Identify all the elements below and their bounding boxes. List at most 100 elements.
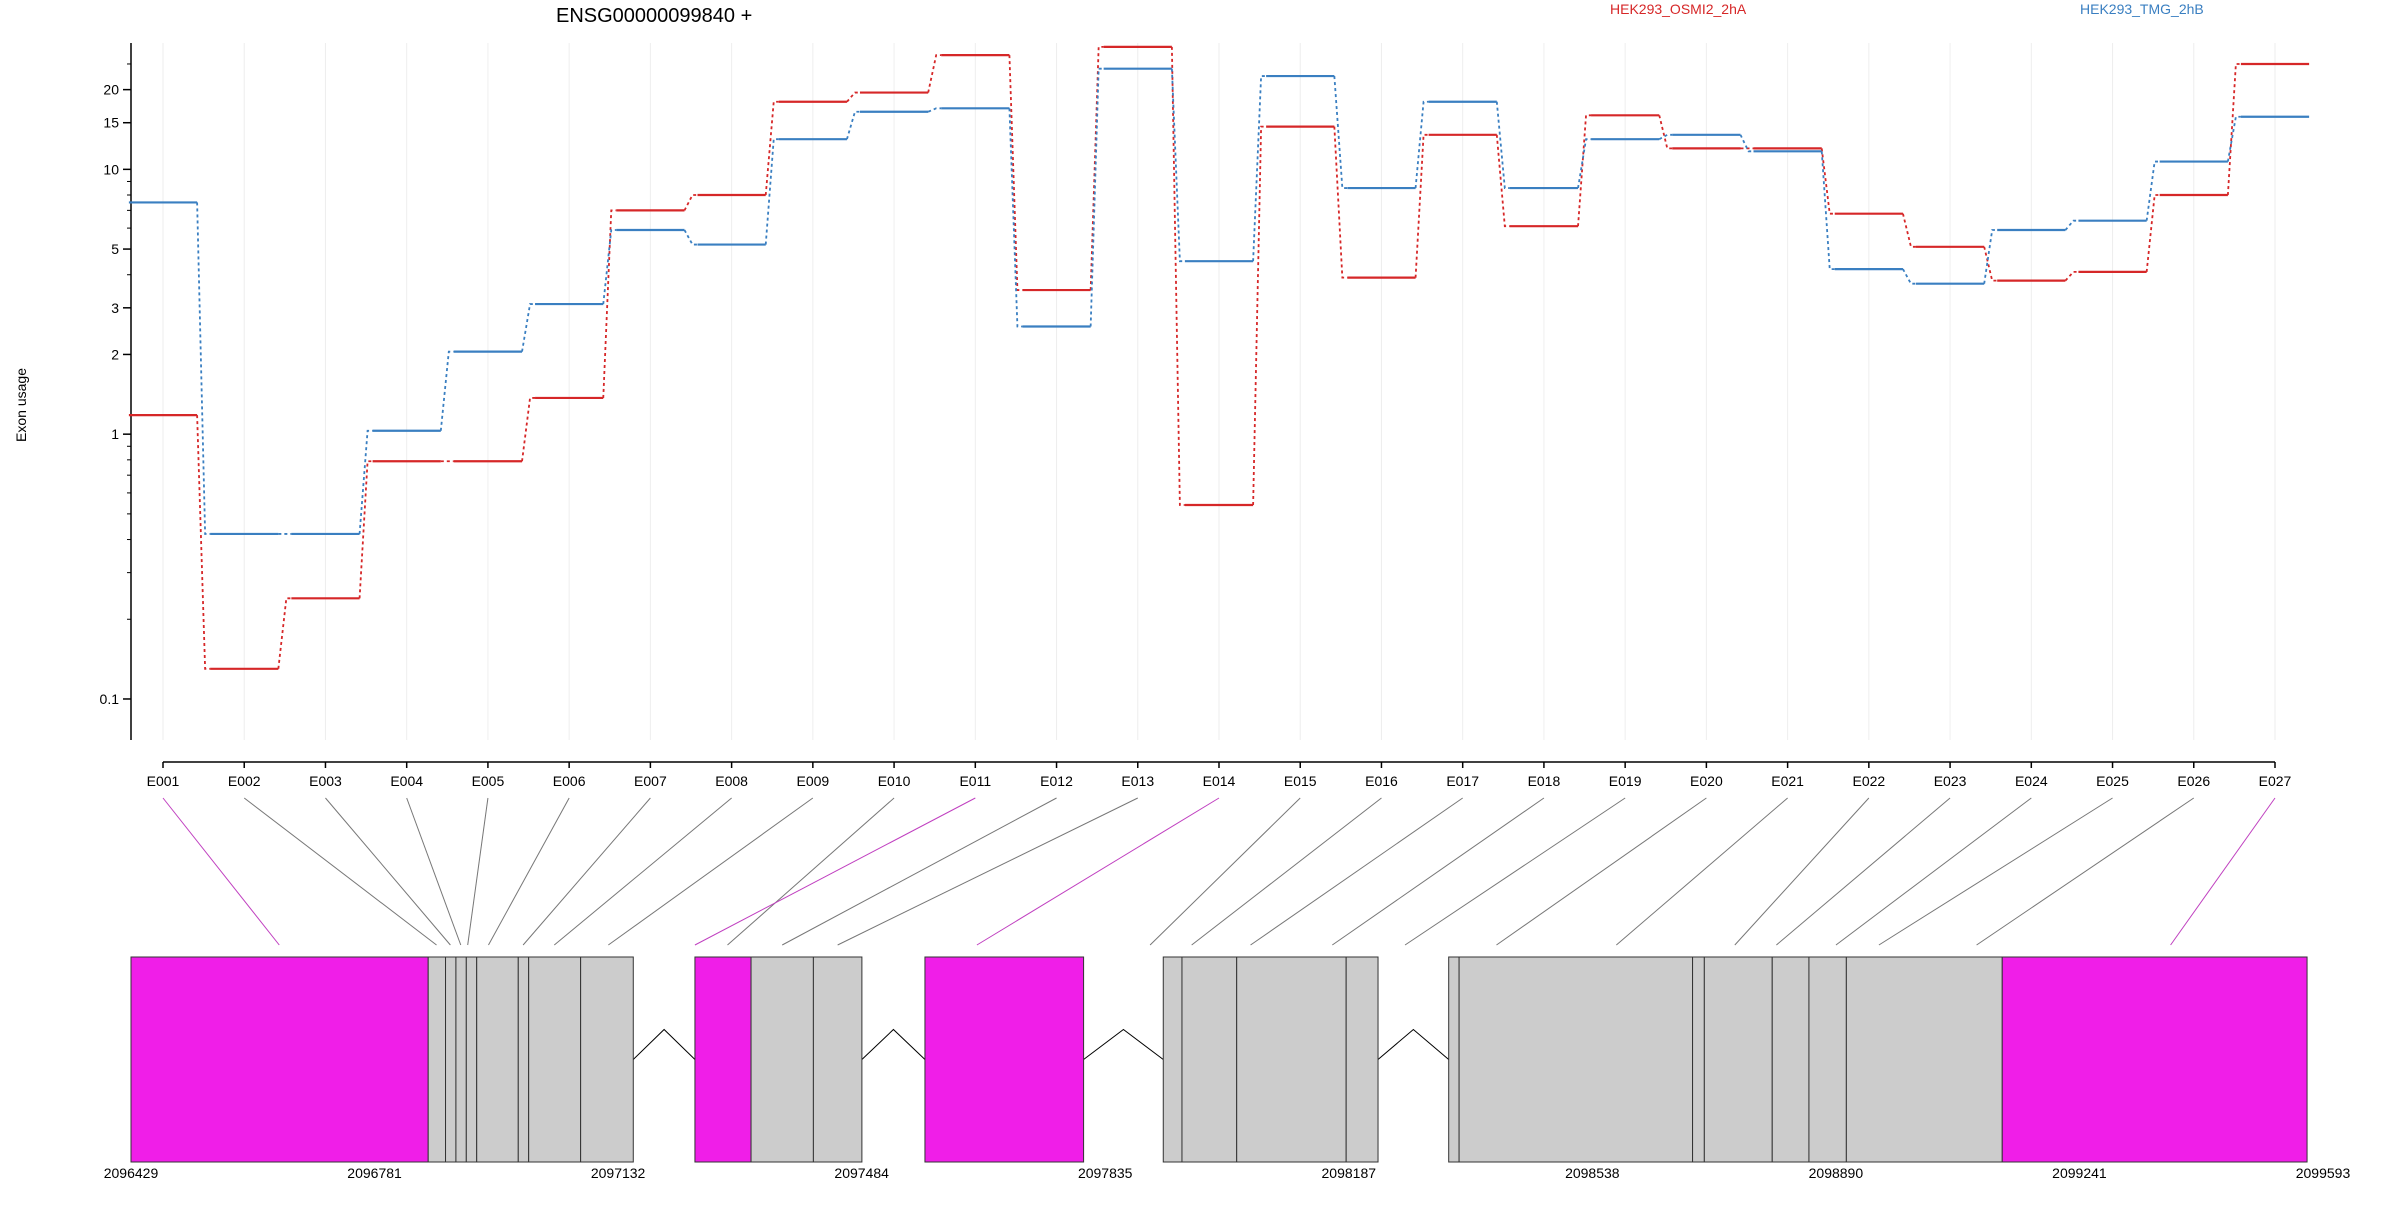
genomic-coordinate-label: 2097835 <box>1078 1165 1133 1181</box>
connector-e007 <box>522 797 651 946</box>
exon-transition <box>846 91 860 103</box>
exon-transition <box>1495 101 1510 189</box>
exon-box-e007 <box>517 956 530 1163</box>
exon-transition <box>1252 75 1267 262</box>
x-tick-label-e007: E007 <box>634 773 667 789</box>
exon-transition <box>521 397 536 462</box>
connector-e005 <box>467 797 489 946</box>
exon-box-e019 <box>1458 956 1694 1163</box>
connector-e012 <box>781 797 1057 946</box>
exon-transition <box>1414 100 1429 189</box>
exon-transition <box>602 209 617 398</box>
chart-title: ENSG00000099840 + <box>556 5 752 27</box>
exon-box-e017 <box>1345 956 1379 1163</box>
y-axis-label: Exon usage <box>13 368 29 442</box>
exon-transition <box>927 54 942 93</box>
exon-transition <box>1089 67 1104 327</box>
exon-transition <box>2145 160 2160 221</box>
x-tick-label-e015: E015 <box>1284 773 1317 789</box>
exon-transition <box>1658 133 1673 140</box>
x-tick-label-e003: E003 <box>309 773 342 789</box>
x-tick-label-e001: E001 <box>147 773 180 789</box>
connector-e011 <box>694 797 976 946</box>
exon-transition <box>2064 270 2079 282</box>
x-tick-label-e020: E020 <box>1690 773 1723 789</box>
x-tick-label-e021: E021 <box>1771 773 1804 789</box>
exon-box-e002 <box>427 956 447 1163</box>
exon-box-e013 <box>924 956 1085 1163</box>
connector-e027 <box>2170 797 2276 946</box>
exon-transition <box>927 107 942 113</box>
exon-box-e020 <box>1692 956 1705 1163</box>
exon-transition <box>1008 108 1023 328</box>
y-tick-label: 15 <box>103 115 119 131</box>
exon-transition <box>764 138 779 245</box>
exon-box-e022 <box>1771 956 1810 1163</box>
x-tick-label-e027: E027 <box>2259 773 2292 789</box>
genomic-coordinate-label: 2098890 <box>1809 1165 1864 1181</box>
exon-transition <box>1089 45 1104 291</box>
genomic-coordinate-label: 2099241 <box>2052 1165 2107 1181</box>
intron-2 <box>861 1028 926 1060</box>
exon-transition <box>1820 148 1835 215</box>
exon-transition <box>2064 219 2079 231</box>
y-tick-label: 1 <box>111 426 119 442</box>
legend-entry-osmi2: HEK293_OSMI2_2hA <box>1610 1 1747 17</box>
exon-box-e021 <box>1703 956 1773 1163</box>
connector-e025 <box>1878 797 2113 946</box>
exon-box-e005 <box>465 956 478 1163</box>
genomic-coordinate-label: 2096429 <box>104 1165 159 1181</box>
exon-box-e018 <box>1448 956 1460 1163</box>
exon-box-e004 <box>455 956 467 1163</box>
x-tick-label-e025: E025 <box>2096 773 2129 789</box>
exon-transition <box>1252 125 1267 506</box>
x-tick-label-e024: E024 <box>2015 773 2048 789</box>
genomic-coordinate-label: 2098538 <box>1565 1165 1620 1181</box>
legend-entry-tmg: HEK293_TMG_2hB <box>2080 1 2204 17</box>
series-osmi2 <box>128 45 2310 670</box>
x-tick-label-e011: E011 <box>959 773 991 789</box>
exon-transition <box>1820 151 1835 271</box>
x-tick-label-e023: E023 <box>1934 773 1967 789</box>
exon-transition <box>1008 55 1023 291</box>
exon-box-e001 <box>130 956 429 1163</box>
connector-e023 <box>1776 797 1951 946</box>
genomic-coordinate-label: 2097484 <box>834 1165 889 1181</box>
grid-layer <box>162 43 2276 740</box>
gene-axis: 2096429 2096781 2097132 2097484 2097835 20981… <box>104 1165 2351 1181</box>
x-tick-label-e002: E002 <box>228 773 261 789</box>
connector-e020 <box>1496 797 1707 946</box>
exon-box-e009 <box>580 956 634 1163</box>
exon-box-e015 <box>1181 956 1238 1163</box>
exon-transition <box>277 597 292 669</box>
connector-e010 <box>727 797 895 946</box>
connector-e001 <box>162 797 280 946</box>
exon-box-e023 <box>1808 956 1847 1163</box>
connector-e024 <box>1835 797 2032 946</box>
connector-e006 <box>488 797 570 946</box>
exon-transition <box>1577 114 1592 227</box>
connector-e003 <box>325 797 451 946</box>
exon-box-e016 <box>1236 956 1347 1163</box>
exon-box-e006 <box>476 956 519 1163</box>
exon-transition <box>2145 194 2160 272</box>
x-tick-label-e008: E008 <box>715 773 748 789</box>
connector-e002 <box>243 797 437 946</box>
x-tick-label-e019: E019 <box>1609 773 1642 789</box>
exon-box-e027 <box>2001 956 2308 1163</box>
connector-e021 <box>1616 797 1788 946</box>
exon-box-e010 <box>694 956 752 1163</box>
exon-transition <box>2226 63 2241 196</box>
exon-transition <box>1739 134 1754 153</box>
exon-transition <box>358 429 373 535</box>
connector-e015 <box>1149 797 1301 946</box>
connector-e016 <box>1191 797 1382 946</box>
exon-transition <box>683 194 698 211</box>
y-tick-label: 3 <box>111 300 119 316</box>
x-tick-label-e004: E004 <box>390 773 423 789</box>
exon-transition <box>1333 126 1348 279</box>
genomic-coordinate-label: 2096781 <box>347 1165 402 1181</box>
genomic-coordinate-label: 2097132 <box>591 1165 646 1181</box>
axis-layer: 0.1 1 2 3 5 10 15 20 E001 E002 E003 E004 E005 E006 E00… <box>100 43 2292 789</box>
